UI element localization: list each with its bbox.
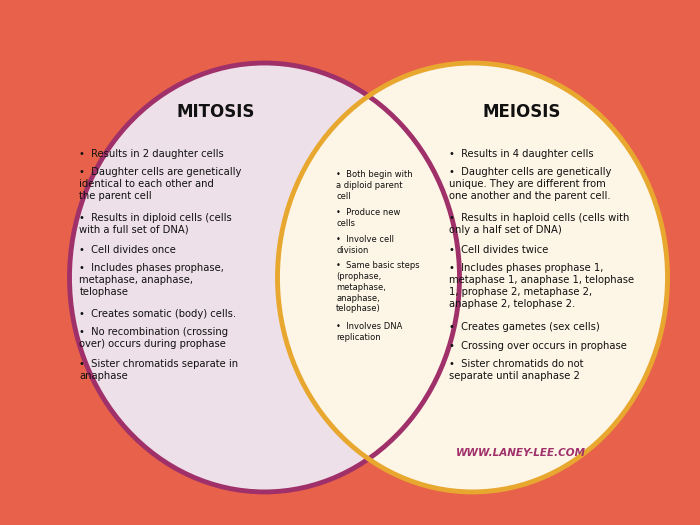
Text: •  Involves DNA
replication: • Involves DNA replication [336,322,402,342]
Text: •  Sister chromatids do not
separate until anaphase 2: • Sister chromatids do not separate unti… [449,359,584,381]
Text: •  Results in diploid cells (cells
with a full set of DNA): • Results in diploid cells (cells with a… [80,213,232,235]
Text: •  Cell divides twice: • Cell divides twice [449,245,549,255]
Text: •  Includes phases prophase,
metaphase, anaphase,
telophase: • Includes phases prophase, metaphase, a… [80,263,224,297]
Text: MITOSIS VS. MEIOSIS VENN DIAGRAM: MITOSIS VS. MEIOSIS VENN DIAGRAM [181,43,519,58]
Text: •  Cell divides once: • Cell divides once [80,245,176,255]
Text: •  Produce new
cells: • Produce new cells [336,208,400,228]
Text: •  Results in 4 daughter cells: • Results in 4 daughter cells [449,149,594,159]
Text: MITOSIS: MITOSIS [176,103,255,121]
Text: •  Creates somatic (body) cells.: • Creates somatic (body) cells. [80,309,237,319]
Text: •  No recombination (crossing
over) occurs during prophase: • No recombination (crossing over) occur… [80,327,229,349]
Text: MEIOSIS: MEIOSIS [482,103,561,121]
Text: •  Includes phases prophase 1,
metaphase 1, anaphase 1, telophase
1, prophase 2,: • Includes phases prophase 1, metaphase … [449,263,634,309]
Text: •  Sister chromatids separate in
anaphase: • Sister chromatids separate in anaphase [80,359,239,381]
Text: •  Results in haploid cells (cells with
only a half set of DNA): • Results in haploid cells (cells with o… [449,213,629,235]
Ellipse shape [69,63,459,492]
Text: •  Crossing over occurs in prophase: • Crossing over occurs in prophase [449,341,627,351]
Text: •  Results in 2 daughter cells: • Results in 2 daughter cells [80,149,224,159]
Text: •  Both begin with
a diploid parent
cell: • Both begin with a diploid parent cell [336,170,413,201]
Ellipse shape [277,63,668,492]
Text: •  Creates gametes (sex cells): • Creates gametes (sex cells) [449,322,600,332]
Text: •  Daughter cells are genetically
unique. They are different from
one another an: • Daughter cells are genetically unique.… [449,167,612,201]
Text: WWW.LANEY-LEE.COM: WWW.LANEY-LEE.COM [456,448,587,458]
Text: •  Involve cell
division: • Involve cell division [336,235,394,255]
Text: •  Same basic steps
(prophase,
metaphase,
anaphase,
telophase): • Same basic steps (prophase, metaphase,… [336,261,420,313]
Text: •  Daughter cells are genetically
identical to each other and
the parent cell: • Daughter cells are genetically identic… [80,167,242,201]
